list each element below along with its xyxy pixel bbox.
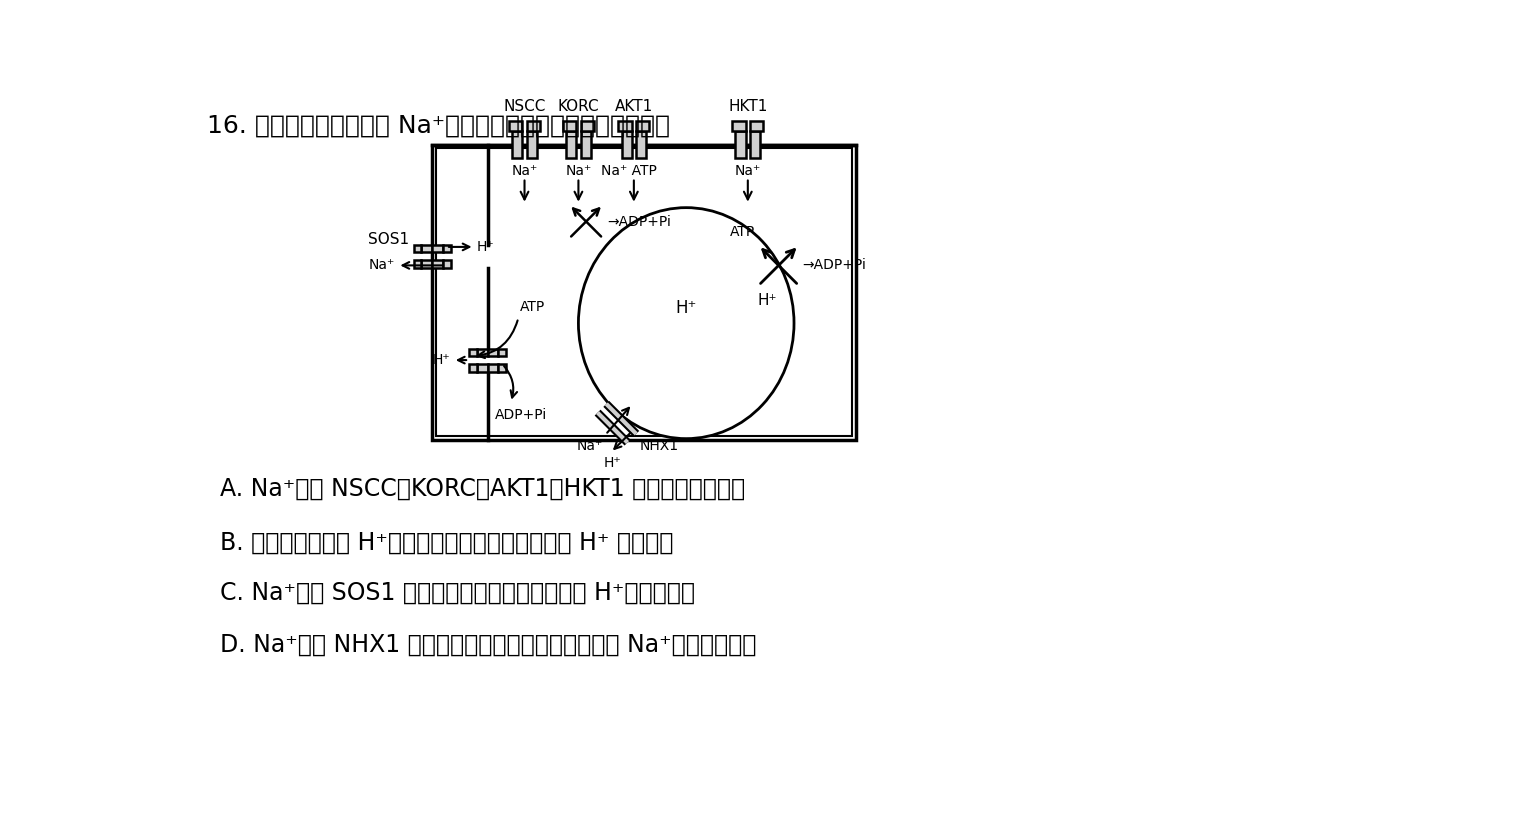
Bar bbox=[733, 121, 745, 131]
Text: ATP: ATP bbox=[730, 225, 755, 240]
Bar bbox=[749, 121, 763, 131]
Bar bbox=[526, 121, 540, 131]
Bar bbox=[619, 121, 631, 131]
Bar bbox=[432, 245, 443, 252]
Bar bbox=[443, 245, 451, 252]
Text: C. Na⁺通过 SOS1 载体主动运出细胞的动力来自 H⁺的浓度梯度: C. Na⁺通过 SOS1 载体主动运出细胞的动力来自 H⁺的浓度梯度 bbox=[220, 581, 695, 605]
Text: HKT1: HKT1 bbox=[728, 100, 768, 115]
Bar bbox=[581, 131, 590, 157]
Text: NHX1: NHX1 bbox=[640, 438, 680, 453]
Text: KORC: KORC bbox=[558, 100, 599, 115]
Bar bbox=[581, 121, 593, 131]
Text: →ADP+Pi: →ADP+Pi bbox=[607, 215, 671, 229]
Text: B. 质子泵主动运输 H⁺可维持细胞内外和液泡内外的 H⁺ 浓度梯度: B. 质子泵主动运输 H⁺可维持细胞内外和液泡内外的 H⁺ 浓度梯度 bbox=[220, 531, 674, 555]
Bar bbox=[636, 121, 649, 131]
Bar bbox=[736, 131, 745, 157]
Bar bbox=[487, 364, 499, 372]
Bar bbox=[422, 245, 432, 252]
Bar bbox=[435, 148, 851, 436]
Bar bbox=[487, 349, 499, 356]
Bar bbox=[513, 131, 522, 157]
Text: A. Na⁺通过 NSCC、KORC、AKT1、HKT1 通道实现协助扩散: A. Na⁺通过 NSCC、KORC、AKT1、HKT1 通道实现协助扩散 bbox=[220, 477, 745, 501]
Bar bbox=[499, 364, 507, 372]
Text: H⁺: H⁺ bbox=[432, 353, 451, 367]
Text: H⁺: H⁺ bbox=[675, 299, 696, 317]
Text: 16. 下图表示耐盐植物的 Na⁺转运过程，下列相关叙述错误的是: 16. 下图表示耐盐植物的 Na⁺转运过程，下列相关叙述错误的是 bbox=[208, 114, 671, 138]
Bar bbox=[636, 131, 646, 157]
Bar bbox=[622, 131, 631, 157]
Text: NSCC: NSCC bbox=[504, 100, 546, 115]
Text: Na⁺: Na⁺ bbox=[511, 164, 537, 178]
Text: Na⁺ ATP: Na⁺ ATP bbox=[601, 164, 657, 178]
Bar bbox=[443, 260, 451, 268]
Bar bbox=[476, 364, 487, 372]
Text: Na⁺: Na⁺ bbox=[734, 164, 762, 178]
Bar bbox=[469, 364, 476, 372]
Bar bbox=[432, 145, 856, 440]
Text: AKT1: AKT1 bbox=[614, 100, 652, 115]
Bar bbox=[563, 121, 576, 131]
Ellipse shape bbox=[578, 208, 793, 438]
Bar bbox=[432, 260, 443, 268]
Bar bbox=[526, 131, 537, 157]
Bar bbox=[476, 349, 487, 356]
Text: Na⁺: Na⁺ bbox=[576, 438, 604, 453]
Text: ADP+Pi: ADP+Pi bbox=[495, 408, 548, 422]
Bar bbox=[510, 121, 522, 131]
Bar bbox=[414, 245, 422, 252]
Text: Na⁺: Na⁺ bbox=[369, 259, 394, 272]
Text: H⁺: H⁺ bbox=[604, 456, 620, 469]
Text: H⁺: H⁺ bbox=[757, 293, 777, 308]
Text: Na⁺: Na⁺ bbox=[566, 164, 592, 178]
Text: ATP: ATP bbox=[520, 300, 545, 314]
Text: H⁺: H⁺ bbox=[476, 240, 495, 254]
Text: SOS1: SOS1 bbox=[369, 231, 410, 247]
Bar bbox=[749, 131, 760, 157]
Bar bbox=[499, 349, 507, 356]
Bar bbox=[566, 131, 576, 157]
Bar bbox=[469, 349, 476, 356]
Bar bbox=[422, 260, 432, 268]
Bar bbox=[414, 260, 422, 268]
Text: D. Na⁺通过 NHX1 协助扩散到液泡中可避免高浓度的 Na⁺对细胞的损伤: D. Na⁺通过 NHX1 协助扩散到液泡中可避免高浓度的 Na⁺对细胞的损伤 bbox=[220, 632, 757, 656]
Text: →ADP+Pi: →ADP+Pi bbox=[802, 259, 866, 272]
